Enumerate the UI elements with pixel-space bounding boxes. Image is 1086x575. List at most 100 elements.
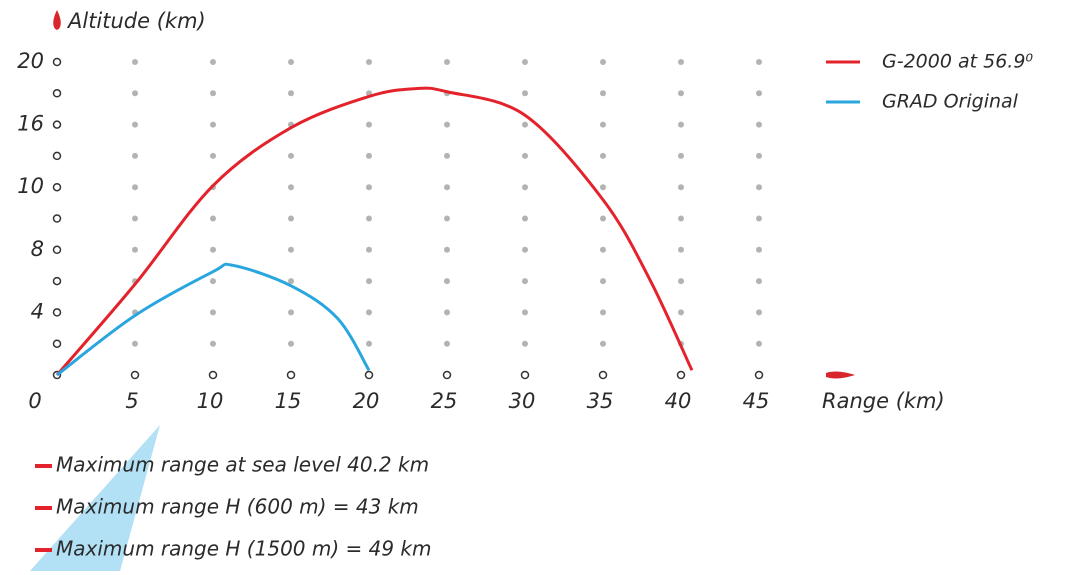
note: Maximum range at sea level 40.2 km [56,453,429,477]
grid-dot [522,184,528,191]
grid-dot [132,215,138,222]
grid-dot [288,278,294,285]
x-tick-label: 15 [275,389,302,413]
grid-dot [444,184,450,191]
grid-dot [756,309,762,316]
grid-dot [444,278,450,285]
x-tick-mark [442,370,452,380]
y-tick-mark [52,214,62,223]
grid-dot [678,309,684,316]
y-axis-title: Altitude (km) [66,9,206,33]
y-tick-label: 16 [17,112,44,136]
x-tick-label: 0 [28,389,41,413]
grid-dot [678,246,684,253]
grid-dot [132,184,138,191]
grid-dot [366,121,372,128]
grid-dot [444,246,450,253]
grid-dot [366,309,372,316]
y-tick-label: 10 [17,174,44,198]
grid-dot [756,121,762,128]
grid-dot [522,278,528,285]
x-tick-label: 5 [125,389,138,413]
x-tick-mark [52,370,62,380]
grid-dot [756,59,762,65]
grid-dot [210,246,216,253]
grid-dot [444,309,450,316]
grid-dot [600,121,606,128]
grid-dot [678,59,684,65]
grid-dot [756,215,762,222]
x-tick-label: 10 [197,389,224,413]
grid-dot [444,121,450,128]
grid-dot [444,340,450,347]
grid-dot [288,152,294,159]
grid-dot [288,215,294,222]
note: Maximum range H (600 m) = 43 km [56,495,419,519]
grid-dot [444,152,450,159]
x-tick-mark [286,370,296,380]
grid-dot [366,215,372,222]
y-tick-mark [52,182,62,192]
grid-dot [756,152,762,159]
legend-label: GRAD Original [882,91,1019,113]
grid-dot [522,215,528,222]
grid-dot [132,121,138,128]
grid-dot [756,246,762,253]
x-tick-mark [598,370,608,380]
grid-dot [678,121,684,128]
grid-dot [600,59,606,65]
grid-dot [600,215,606,222]
x-tick-mark [130,370,140,380]
y-tick-mark [52,245,62,255]
grid-dot [756,184,762,191]
x-tick-label: 25 [431,389,458,413]
grid-dot [288,309,294,316]
grid-dot [366,246,372,253]
grid-dot [288,184,294,191]
x-tick-label: 30 [509,389,536,413]
grid-dot [600,309,606,316]
y-tick-mark [52,57,62,67]
grid-dot [132,340,138,347]
y-tick-mark [52,151,62,161]
grid-dot [210,121,216,128]
grid-dot [600,278,606,285]
x-tick-mark [208,370,218,380]
grid-dot [210,90,216,97]
y-tick-label: 8 [31,237,44,261]
grid-dot [522,340,528,347]
grid-dot [522,246,528,253]
x-tick-mark [364,370,374,380]
x-tick-mark [520,370,530,380]
grid-dot [678,90,684,97]
line [56,262,371,377]
grid-dot [522,309,528,316]
grid-dot [600,340,606,347]
grid-dot [210,152,216,159]
grid-dot [366,278,372,285]
grid-dot [210,340,216,347]
grid-dot [288,246,294,253]
line [55,86,694,376]
grid-dot [132,152,138,159]
x-tick-label: 40 [665,389,692,413]
grid-dot [522,90,528,97]
x-tick-mark [754,370,764,380]
grid-dot [600,90,606,97]
y-tick-mark [52,276,62,286]
grid-dot [756,278,762,285]
note: Maximum range H (1500 m) = 49 km [56,537,432,561]
x-tick-label: 35 [587,389,614,413]
grid-dot [366,152,372,159]
x-tick-label: 45 [743,389,770,413]
y-tick-mark [52,308,62,317]
y-tick-mark [52,89,62,98]
grid-dot [678,184,684,191]
grid-dot [210,59,216,65]
grid-dot [444,59,450,65]
grid-dot [366,340,372,347]
x-axis-icon [826,371,855,379]
grid-dot [132,90,138,97]
legend-label: G-2000 at 56.9⁰ [882,51,1033,73]
